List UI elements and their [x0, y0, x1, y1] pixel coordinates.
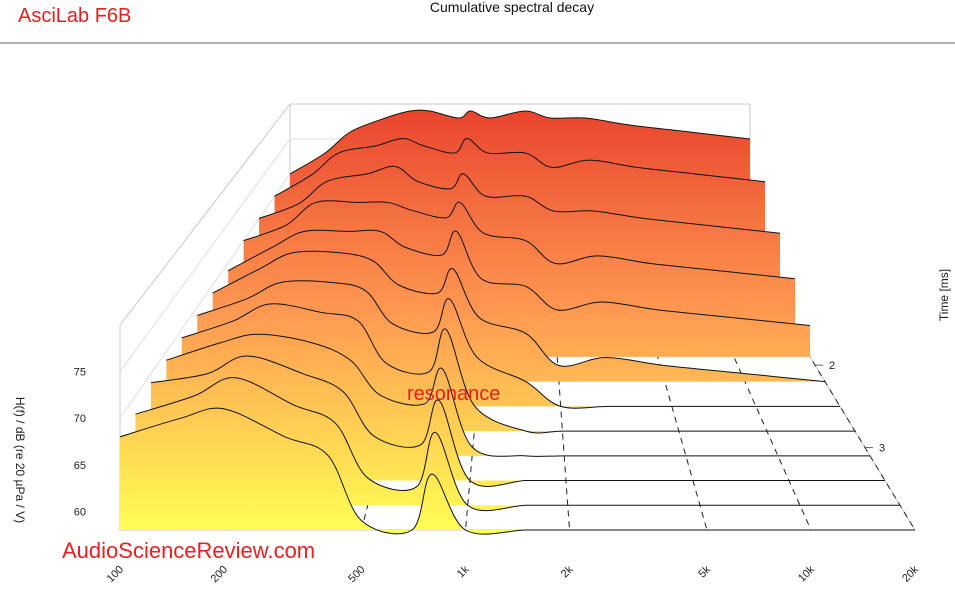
x-tick-label: 2k — [559, 563, 576, 580]
z-axis-label: H(f) / dB (re 20 µPa / V) — [13, 397, 27, 523]
z-tick-label: 75 — [74, 367, 86, 379]
slice-curve — [274, 138, 766, 197]
slice-curve — [119, 407, 915, 535]
z-tick-label: 65 — [74, 460, 86, 472]
slice-curve — [289, 109, 751, 175]
slice-curve — [135, 377, 900, 512]
x-tick-label: 10k — [796, 563, 817, 584]
slice-curve — [166, 333, 870, 457]
annotation: resonance — [407, 383, 500, 405]
x-tick-label: 200 — [209, 564, 230, 585]
slice-curve — [197, 280, 840, 409]
z-tick-label: 60 — [74, 506, 86, 518]
x-tick-label: 100 — [105, 564, 126, 585]
x-grid-line — [749, 257, 916, 531]
z-grid-line — [119, 138, 291, 372]
watermark: AudioScienceReview.com — [62, 538, 315, 563]
x-tick-label: 1k — [455, 563, 472, 580]
time-tick-label: 3 — [879, 443, 885, 455]
z-tick-label: 70 — [74, 413, 86, 425]
x-tick-label: 500 — [346, 564, 367, 585]
plot: 606570751002005001k2k5k10k20k123 — [74, 103, 921, 585]
time-tick-label: 2 — [829, 360, 835, 372]
slice-curve — [243, 200, 796, 280]
slice-curve — [181, 303, 855, 434]
z-grid-line — [119, 173, 291, 419]
chart-title: Cumulative spectral decay — [430, 0, 594, 15]
time-axis-label: Time [ms] — [937, 269, 951, 321]
slice-curve — [227, 229, 811, 327]
slice-curve — [150, 355, 885, 487]
slice-fill — [120, 408, 915, 535]
slice-curve — [258, 165, 781, 234]
x-tick-label: 5k — [696, 563, 713, 580]
x-tick-label: 20k — [900, 563, 921, 584]
box-edge — [119, 103, 291, 326]
slice-curve — [212, 250, 826, 383]
brand: AsciLab F6B — [18, 5, 131, 27]
